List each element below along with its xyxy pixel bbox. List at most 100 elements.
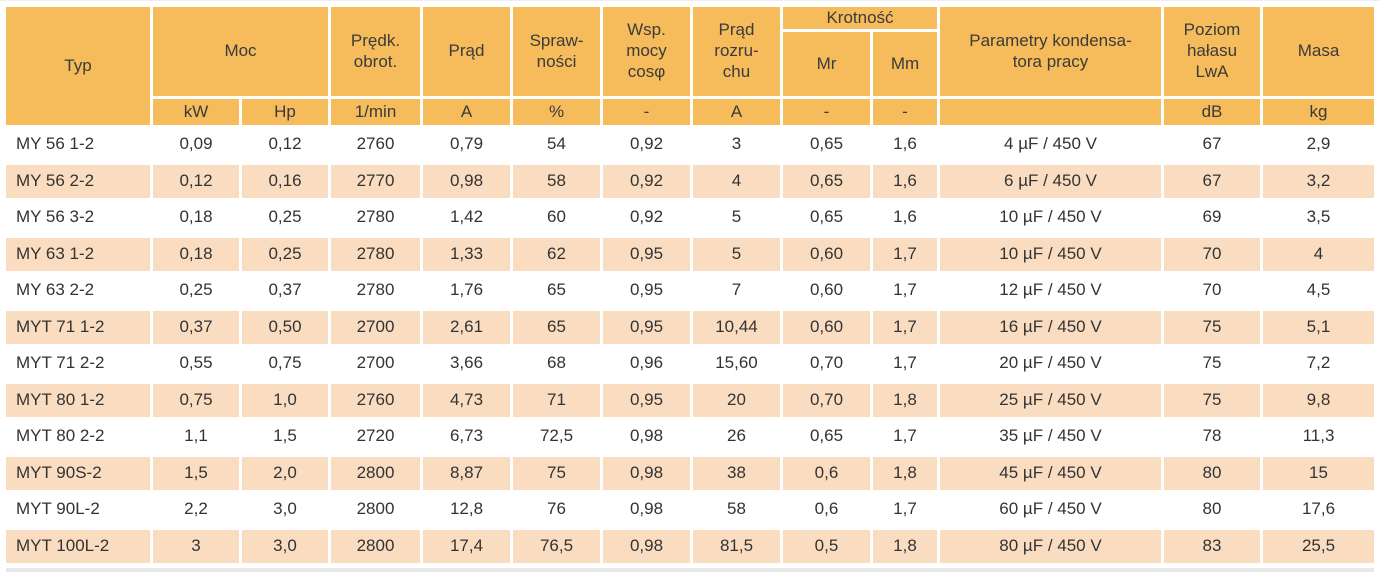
cell-moc-kw: 2,2	[153, 493, 239, 527]
cell-typ: MYT 90S-2	[6, 456, 150, 490]
cell-masa: 7,2	[1263, 347, 1374, 381]
cell-moc-hp: 0,50	[242, 310, 328, 344]
cell-predkosc-obrotowa: 2700	[331, 310, 420, 344]
cell-moc-hp: 1,0	[242, 383, 328, 417]
cell-typ: MYT 80 1-2	[6, 383, 150, 417]
cell-parametry-kondensatora: 10 µF / 450 V	[940, 237, 1161, 271]
cell-moc-hp: 2,0	[242, 456, 328, 490]
cell-sprawnosc: 68	[513, 347, 600, 381]
col-header-wsp-mocy-cosfi: Wsp. mocy cosφ	[603, 7, 690, 96]
cell-wsp-mocy-cosfi: 0,95	[603, 310, 690, 344]
unit-poziom-halasu: dB	[1164, 99, 1260, 125]
table-header: Typ Moc Prędk. obrot. Prąd Spraw- ności …	[6, 7, 1374, 125]
table-row: MYT 71 1-2 0,37 0,50 2700 2,61 65 0,95 10,44 0,6…	[6, 310, 1374, 344]
col-header-moc: Moc	[153, 7, 328, 96]
header-row-top: Typ Moc Prędk. obrot. Prąd Spraw- ności …	[6, 7, 1374, 125]
cell-parametry-kondensatora: 35 µF / 450 V	[940, 420, 1161, 454]
cell-wsp-mocy-cosfi: 0,95	[603, 383, 690, 417]
unit-masa: kg	[1263, 99, 1374, 125]
cell-typ: MY 63 2-2	[6, 274, 150, 308]
cell-masa: 5,1	[1263, 310, 1374, 344]
header-row-units: kW Hp 1/min A% - A - - dB kg	[6, 99, 1374, 125]
cell-prad: 0,98	[423, 164, 510, 198]
cell-prad-rozruchu: 20	[693, 383, 780, 417]
cell-mm: 1,7	[873, 274, 937, 308]
cell-masa: 4	[1263, 237, 1374, 271]
cell-mr: 0,5	[783, 529, 870, 563]
table-row: MY 56 2-2 0,12 0,16 2770 0,98 58 0,92 4 0,65 1,6 6…	[6, 164, 1374, 198]
table-row: MYT 80 1-2 0,75 1,0 2760 4,73 71 0,95 20 0,70 1,8…	[6, 383, 1374, 417]
col-header-typ: Typ	[6, 7, 150, 125]
cell-prad: 3,66	[423, 347, 510, 381]
cell-moc-kw: 0,55	[153, 347, 239, 381]
cell-prad-rozruchu: 5	[693, 237, 780, 271]
cell-wsp-mocy-cosfi: 0,92	[603, 128, 690, 162]
col-header-parametry-kondensatora: Parametry kondensa- tora pracy	[940, 7, 1161, 96]
cell-mr: 0,65	[783, 164, 870, 198]
cell-predkosc-obrotowa: 2780	[331, 201, 420, 235]
cell-prad-rozruchu: 15,60	[693, 347, 780, 381]
cell-masa: 3,5	[1263, 201, 1374, 235]
cell-mr: 0,70	[783, 347, 870, 381]
col-header-prad-rozruchu: Prąd rozru- chu	[693, 7, 780, 96]
table-row: MY 56 1-2 0,09 0,12 2760 0,79 54 0,92 3 0,65 1,6 4…	[6, 128, 1374, 162]
cell-poziom-halasu: 75	[1164, 310, 1260, 344]
cell-predkosc-obrotowa: 2720	[331, 420, 420, 454]
col-header-masa: Masa	[1263, 7, 1374, 96]
cell-wsp-mocy-cosfi: 0,95	[603, 237, 690, 271]
cell-prad-rozruchu: 38	[693, 456, 780, 490]
cell-masa: 4,5	[1263, 274, 1374, 308]
cell-moc-kw: 0,25	[153, 274, 239, 308]
cell-typ: MYT 100L-2	[6, 529, 150, 563]
cell-typ: MYT 71 1-2	[6, 310, 150, 344]
col-header-sprawnosc: Spraw- ności	[513, 7, 600, 96]
cell-poziom-halasu: 69	[1164, 201, 1260, 235]
cell-parametry-kondensatora: 25 µF / 450 V	[940, 383, 1161, 417]
cell-mr: 0,65	[783, 420, 870, 454]
unit-wsp-mocy-cosfi: -	[603, 99, 690, 125]
cell-typ: MYT 71 2-2	[6, 347, 150, 381]
cell-prad: 0,79	[423, 128, 510, 162]
cell-wsp-mocy-cosfi: 0,98	[603, 456, 690, 490]
cell-wsp-mocy-cosfi: 0,92	[603, 164, 690, 198]
cell-poziom-halasu: 70	[1164, 274, 1260, 308]
cell-prad: 1,76	[423, 274, 510, 308]
unit-mr: -	[783, 99, 870, 125]
table-row: MY 63 1-2 0,18 0,25 2780 1,33 62 0,95 5 0,60 1,7 1…	[6, 237, 1374, 271]
cell-mm: 1,7	[873, 493, 937, 527]
cell-masa: 17,6	[1263, 493, 1374, 527]
unit-prad-rozruchu: A	[693, 99, 780, 125]
cell-wsp-mocy-cosfi: 0,98	[603, 529, 690, 563]
cell-prad: 17,4	[423, 529, 510, 563]
cell-mr: 0,6	[783, 493, 870, 527]
cell-parametry-kondensatora: 10 µF / 450 V	[940, 201, 1161, 235]
cell-parametry-kondensatora: 45 µF / 450 V	[940, 456, 1161, 490]
cell-prad: 6,73	[423, 420, 510, 454]
cell-typ: MY 63 1-2	[6, 237, 150, 271]
cell-mr: 0,70	[783, 383, 870, 417]
cell-prad: 12,8	[423, 493, 510, 527]
cell-sprawnosc: 75	[513, 456, 600, 490]
cell-masa: 15	[1263, 456, 1374, 490]
cell-prad-rozruchu: 10,44	[693, 310, 780, 344]
cell-parametry-kondensatora: 60 µF / 450 V	[940, 493, 1161, 527]
cell-masa: 11,3	[1263, 420, 1374, 454]
cell-moc-hp: 0,75	[242, 347, 328, 381]
cell-moc-kw: 0,09	[153, 128, 239, 162]
table-row: MY 63 2-2 0,25 0,37 2780 1,76 65 0,95 7 0,60 1,7 1…	[6, 274, 1374, 308]
cell-parametry-kondensatora: 20 µF / 450 V	[940, 347, 1161, 381]
col-header-poziom-halasu: Poziom hałasu LwA	[1164, 7, 1260, 96]
cell-predkosc-obrotowa: 2800	[331, 456, 420, 490]
cell-mr: 0,65	[783, 201, 870, 235]
cell-mm: 1,7	[873, 310, 937, 344]
cell-mr: 0,60	[783, 274, 870, 308]
table-row: MYT 90L-2 2,2 3,0 2800 12,8 76 0,98 58 0,6 1,7 60 …	[6, 493, 1374, 527]
cell-mm: 1,7	[873, 420, 937, 454]
cell-poziom-halasu: 75	[1164, 383, 1260, 417]
cell-masa: 3,2	[1263, 164, 1374, 198]
unit-predkosc-obrotowa: 1/min	[331, 99, 420, 125]
cell-moc-kw: 0,12	[153, 164, 239, 198]
cell-moc-hp: 0,25	[242, 201, 328, 235]
cell-mm: 1,8	[873, 383, 937, 417]
